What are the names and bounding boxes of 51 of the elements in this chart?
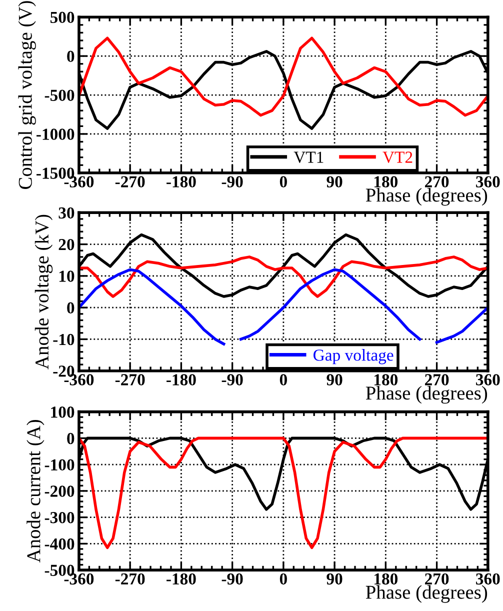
y-tick-label: 20: [58, 238, 74, 250]
y-tick-label: -500: [44, 90, 74, 101]
x-tick-label: -90: [222, 374, 243, 386]
x-tick-label: 90: [326, 573, 342, 585]
y-axis-title: Control grid voltage (V): [18, 1, 36, 189]
x-tick-label: -90: [222, 573, 243, 585]
line-series: [78, 36, 488, 117]
y-axis-title: Anode voltage (kV): [34, 214, 53, 370]
x-tick-label: -180: [166, 374, 196, 386]
x-tick-label: -270: [115, 176, 145, 188]
x-tick-label: 0: [280, 374, 287, 386]
x-tick-label: 360: [476, 573, 500, 585]
y-tick-label: 10: [59, 270, 74, 282]
x-tick-label: 270: [424, 374, 449, 386]
x-tick-label: 270: [424, 176, 449, 188]
y-tick-label: 500: [50, 12, 74, 24]
x-axis-title: Phase (degrees): [366, 585, 488, 603]
y-tick-label: 100: [51, 406, 74, 418]
legend-label: Gap voltage: [314, 349, 394, 364]
y-tick-label: -200: [44, 486, 74, 497]
line-series: [78, 256, 488, 298]
x-tick-label: 180: [374, 374, 398, 386]
x-tick-label: -270: [115, 374, 145, 386]
y-tick-label: 0: [67, 432, 74, 444]
x-tick-label: 0: [280, 176, 287, 188]
x-tick-label: -180: [166, 176, 196, 188]
x-tick-label: 180: [374, 176, 398, 188]
y-tick-label: 30: [58, 207, 74, 219]
line-series: [78, 436, 488, 550]
x-tick-label: 360: [476, 176, 500, 188]
x-tick-label: 90: [326, 176, 342, 188]
y-tick-label: -100: [44, 459, 74, 471]
y-tick-label: -400: [44, 538, 74, 550]
y-tick-label: 0: [67, 50, 74, 62]
x-tick-label: 90: [326, 374, 342, 386]
y-tick-label: -10: [53, 334, 74, 346]
x-axis-title: Phase (degrees): [366, 386, 488, 404]
x-axis-title: Phase (degrees): [366, 188, 488, 206]
x-tick-label: 0: [280, 573, 287, 585]
x-tick-label: -270: [115, 573, 145, 585]
y-axis-title: Anode current (A): [26, 420, 44, 563]
x-tick-label: 180: [374, 573, 398, 585]
y-tick-label: -300: [44, 512, 74, 524]
x-tick-label: 360: [476, 374, 500, 386]
x-tick-label: 270: [424, 573, 449, 585]
x-tick-label: -180: [166, 573, 196, 585]
legend-label: VT1: [294, 152, 324, 163]
x-tick-label: -90: [222, 176, 243, 188]
y-tick-label: 0: [67, 302, 74, 314]
y-tick-label: -1000: [36, 128, 74, 140]
legend-label: VT2: [382, 152, 412, 163]
